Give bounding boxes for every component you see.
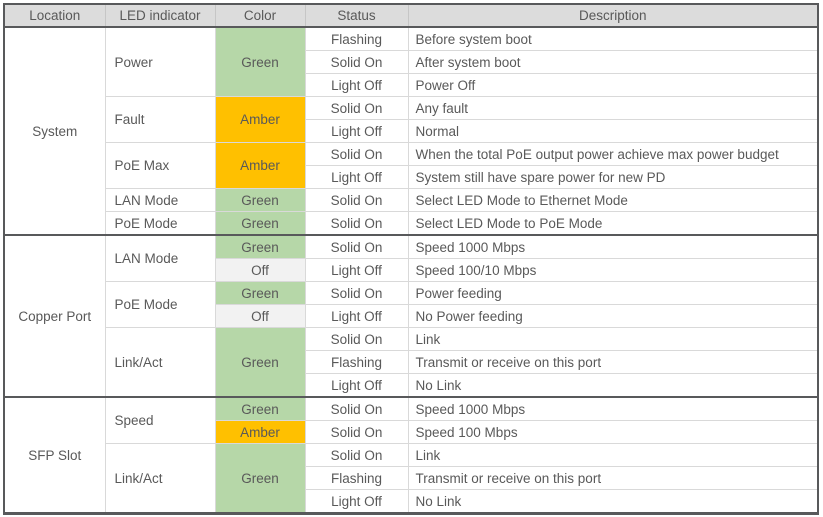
status-cell: Solid On — [304, 142, 409, 166]
table-row: Light Off Power Off — [4, 73, 819, 97]
status-cell: Solid On — [304, 420, 409, 444]
description-cell: Speed 1000 Mbps — [407, 234, 819, 259]
description-cell: Select LED Mode to Ethernet Mode — [407, 188, 819, 212]
table-row: Link/Act Green Solid On Link — [4, 443, 819, 514]
status-cell: Light Off — [304, 304, 409, 328]
color-cell-fault-amber: Amber — [214, 96, 306, 143]
table-row: Solid On After system boot — [4, 50, 819, 74]
location-cell-sfp-slot: SFP Slot — [3, 396, 106, 514]
description-cell: Power feeding — [407, 281, 819, 305]
table-row: LAN Mode Green Solid On Select LED Mode … — [4, 188, 819, 212]
color-cell-power-green: Green — [214, 26, 306, 97]
color-cell-link-act-green: Green — [214, 443, 306, 514]
status-cell: Light Off — [304, 258, 409, 282]
column-header-description: Description — [407, 3, 819, 28]
status-cell: Solid On — [304, 211, 409, 236]
table-row: PoE Max Amber Solid On When the total Po… — [4, 142, 819, 189]
color-cell-poe-max-amber: Amber — [214, 142, 306, 189]
color-cell-poe-mode-green: Green — [214, 211, 306, 236]
description-cell: When the total PoE output power achieve … — [407, 142, 819, 166]
status-cell: Solid On — [304, 443, 409, 467]
color-cell-poe-mode-off: Off — [214, 304, 306, 328]
indicator-cell-fault: Fault — [104, 96, 216, 143]
indicator-cell-link-act: Link/Act — [104, 327, 216, 398]
description-cell: Speed 1000 Mbps — [407, 396, 819, 421]
led-indicator-table: Location LED indicator Color Status Desc… — [3, 3, 819, 515]
indicator-cell-poe-max: PoE Max — [104, 142, 216, 189]
description-cell: Select LED Mode to PoE Mode — [407, 211, 819, 236]
table-row: Light Off Normal — [4, 119, 819, 143]
status-cell: Flashing — [304, 26, 409, 51]
color-cell-speed-amber: Amber — [214, 420, 306, 444]
status-cell: Light Off — [304, 73, 409, 97]
description-cell: Link — [407, 327, 819, 351]
status-cell: Solid On — [304, 188, 409, 212]
description-cell: Transmit or receive on this port — [407, 466, 819, 490]
indicator-cell-poe-mode: PoE Mode — [104, 211, 216, 236]
status-cell: Solid On — [304, 234, 409, 259]
description-cell: Transmit or receive on this port — [407, 350, 819, 374]
description-cell: Before system boot — [407, 26, 819, 51]
table-row: Flashing Transmit or receive on this por… — [4, 350, 819, 374]
status-cell: Light Off — [304, 373, 409, 398]
description-cell: Speed 100 Mbps — [407, 420, 819, 444]
table-row: Off Light Off No Power feeding — [4, 304, 819, 328]
table-row: Link/Act Green Solid On Link — [4, 327, 819, 398]
color-cell-speed-green: Green — [214, 396, 306, 421]
indicator-cell-power: Power — [104, 26, 216, 97]
table-row: Copper Port LAN Mode Green Solid On Spee… — [3, 234, 819, 398]
location-cell-copper-port: Copper Port — [3, 234, 106, 398]
description-cell: Normal — [407, 119, 819, 143]
color-cell-lan-mode-green: Green — [214, 234, 306, 259]
description-cell: System still have spare power for new PD — [407, 165, 819, 189]
status-cell: Solid On — [304, 327, 409, 351]
table-row: SFP Slot Speed Green Solid On Speed 1000… — [3, 396, 819, 514]
indicator-cell-lan-mode: LAN Mode — [104, 188, 216, 212]
location-cell-system: System — [3, 26, 106, 236]
status-cell: Light Off — [304, 165, 409, 189]
description-cell: No Link — [407, 373, 819, 398]
column-header-led-indicator: LED indicator — [104, 3, 216, 28]
table-row: Light Off No Link — [4, 373, 819, 398]
status-cell: Light Off — [304, 489, 409, 514]
description-cell: Any fault — [407, 96, 819, 120]
table-row: Light Off System still have spare power … — [4, 165, 819, 189]
description-cell: Speed 100/10 Mbps — [407, 258, 819, 282]
indicator-cell-poe-mode: PoE Mode — [104, 281, 216, 328]
status-cell: Solid On — [304, 50, 409, 74]
table-row: System Power Green Flashing Before syste… — [3, 26, 819, 236]
status-cell: Flashing — [304, 350, 409, 374]
column-header-color: Color — [214, 3, 306, 28]
status-cell: Solid On — [304, 281, 409, 305]
table-row: Amber Solid On Speed 100 Mbps — [4, 420, 819, 444]
status-cell: Light Off — [304, 119, 409, 143]
table-row: Fault Amber Solid On Any fault — [4, 96, 819, 143]
description-cell: Power Off — [407, 73, 819, 97]
indicator-cell-speed: Speed — [104, 396, 216, 444]
table-row: Light Off No Link — [4, 489, 819, 514]
indicator-cell-link-act: Link/Act — [104, 443, 216, 514]
column-header-status: Status — [304, 3, 409, 28]
color-cell-poe-mode-green: Green — [214, 281, 306, 305]
description-cell: No Power feeding — [407, 304, 819, 328]
status-cell: Flashing — [304, 466, 409, 490]
color-cell-link-act-green: Green — [214, 327, 306, 398]
status-cell: Solid On — [304, 96, 409, 120]
table-row: PoE Mode Green Solid On Select LED Mode … — [4, 211, 819, 236]
color-cell-lan-mode-green: Green — [214, 188, 306, 212]
description-cell: No Link — [407, 489, 819, 514]
column-header-location: Location — [3, 3, 106, 28]
description-cell: Link — [407, 443, 819, 467]
color-cell-lan-mode-off: Off — [214, 258, 306, 282]
table-header-row: Location LED indicator Color Status Desc… — [3, 3, 819, 28]
indicator-cell-lan-mode: LAN Mode — [104, 234, 216, 282]
description-cell: After system boot — [407, 50, 819, 74]
table-row: PoE Mode Green Solid On Power feeding — [4, 281, 819, 328]
status-cell: Solid On — [304, 396, 409, 421]
